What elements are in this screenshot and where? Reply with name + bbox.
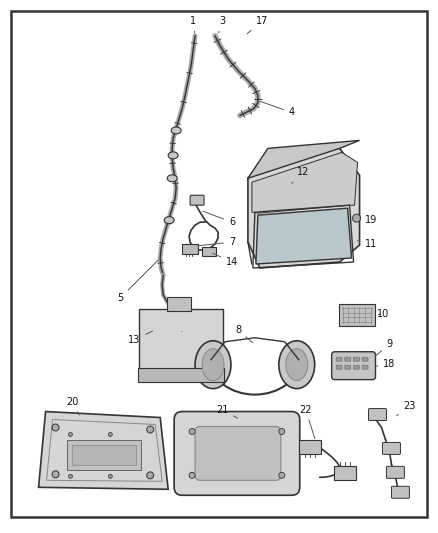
FancyBboxPatch shape <box>345 357 351 361</box>
Ellipse shape <box>164 216 174 224</box>
FancyBboxPatch shape <box>202 247 216 256</box>
Text: 6: 6 <box>203 211 235 227</box>
Circle shape <box>68 432 72 437</box>
Ellipse shape <box>171 127 181 134</box>
Circle shape <box>108 474 112 478</box>
Ellipse shape <box>202 349 224 381</box>
Circle shape <box>189 429 195 434</box>
Text: 21: 21 <box>216 405 237 418</box>
Circle shape <box>279 429 285 434</box>
Text: ·: · <box>179 327 183 337</box>
FancyBboxPatch shape <box>362 365 368 369</box>
FancyBboxPatch shape <box>336 365 342 369</box>
Text: 9: 9 <box>376 339 392 356</box>
Ellipse shape <box>195 341 231 389</box>
FancyBboxPatch shape <box>167 297 191 311</box>
Text: 12: 12 <box>292 167 309 183</box>
Polygon shape <box>39 411 168 489</box>
Circle shape <box>189 472 195 478</box>
FancyBboxPatch shape <box>174 411 300 495</box>
FancyBboxPatch shape <box>386 466 404 478</box>
FancyBboxPatch shape <box>336 357 342 361</box>
Text: 19: 19 <box>360 215 378 225</box>
FancyBboxPatch shape <box>353 357 360 361</box>
Text: 7: 7 <box>198 237 235 247</box>
FancyBboxPatch shape <box>299 440 321 455</box>
FancyBboxPatch shape <box>339 304 374 326</box>
Circle shape <box>108 432 112 437</box>
Text: 23: 23 <box>397 401 416 416</box>
FancyBboxPatch shape <box>353 365 360 369</box>
Ellipse shape <box>279 341 314 389</box>
FancyBboxPatch shape <box>362 357 368 361</box>
Text: 13: 13 <box>128 331 153 345</box>
Text: 1: 1 <box>190 16 196 33</box>
Text: 4: 4 <box>261 101 295 117</box>
Polygon shape <box>256 208 352 264</box>
FancyBboxPatch shape <box>190 195 204 205</box>
Circle shape <box>52 471 59 478</box>
FancyBboxPatch shape <box>368 409 386 421</box>
Polygon shape <box>248 140 360 178</box>
Circle shape <box>353 214 360 222</box>
Text: 14: 14 <box>212 253 238 267</box>
Circle shape <box>68 474 72 478</box>
Text: 8: 8 <box>235 325 253 343</box>
Text: 5: 5 <box>117 260 158 303</box>
FancyBboxPatch shape <box>345 365 351 369</box>
Polygon shape <box>252 152 357 213</box>
Polygon shape <box>248 148 360 268</box>
Circle shape <box>279 472 285 478</box>
FancyBboxPatch shape <box>334 466 356 480</box>
Text: 11: 11 <box>357 239 378 249</box>
Ellipse shape <box>168 152 178 159</box>
FancyBboxPatch shape <box>195 426 281 480</box>
Circle shape <box>52 424 59 431</box>
Text: 18: 18 <box>376 359 396 369</box>
FancyBboxPatch shape <box>72 446 136 465</box>
Text: 10: 10 <box>378 309 390 319</box>
FancyBboxPatch shape <box>138 368 224 382</box>
Text: chr: chr <box>290 234 299 239</box>
FancyBboxPatch shape <box>382 442 400 455</box>
FancyBboxPatch shape <box>67 440 141 470</box>
FancyBboxPatch shape <box>182 244 198 254</box>
Ellipse shape <box>167 175 177 182</box>
FancyBboxPatch shape <box>392 486 410 498</box>
Text: 22: 22 <box>300 405 315 439</box>
Ellipse shape <box>286 349 308 381</box>
FancyBboxPatch shape <box>139 309 223 369</box>
Text: 20: 20 <box>66 397 79 415</box>
Circle shape <box>147 426 154 433</box>
FancyBboxPatch shape <box>332 352 375 379</box>
Circle shape <box>147 472 154 479</box>
Text: 17: 17 <box>247 16 268 34</box>
Text: 3: 3 <box>219 16 225 33</box>
